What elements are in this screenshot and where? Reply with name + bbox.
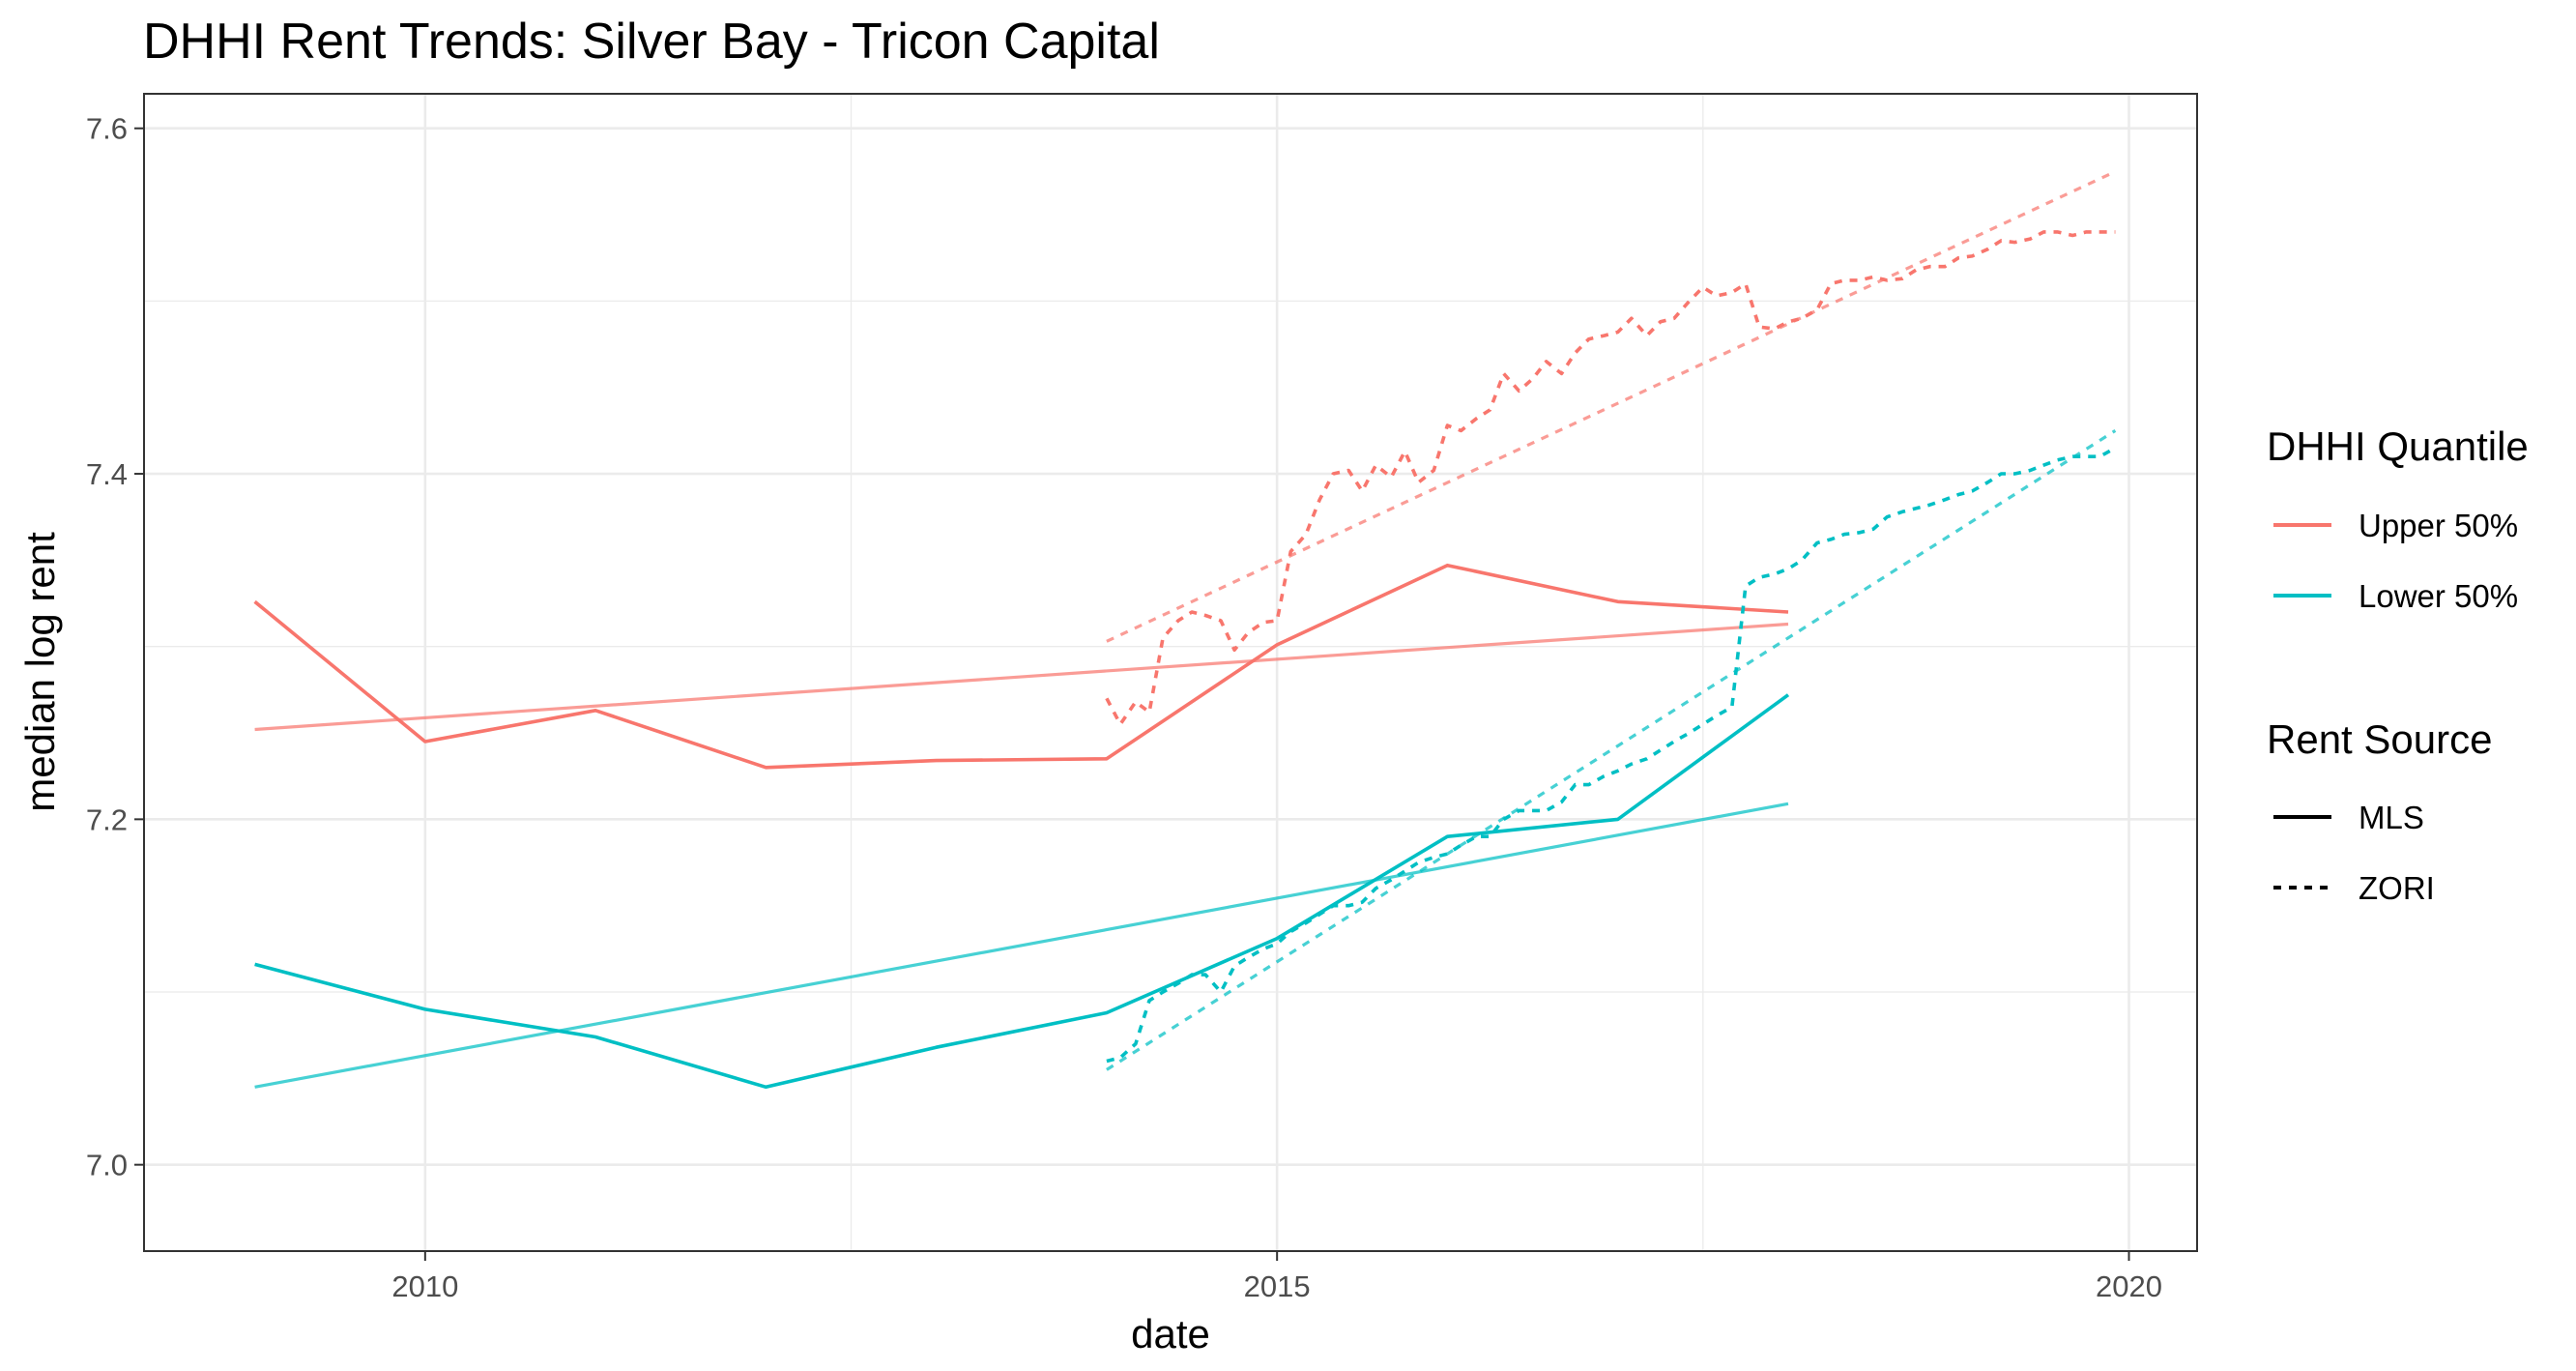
legend: DHHI Quantile Upper 50% Lower 50% Rent S…	[2267, 423, 2529, 906]
trend-line-lower-50-mls	[254, 802, 1789, 1089]
y-tick-label: 7.4	[86, 457, 128, 491]
trend-line-lower-50-zori	[1106, 429, 2117, 1071]
y-tick-label: 7.2	[86, 802, 128, 836]
y-tick-label: 7.6	[86, 112, 128, 146]
legend-title-quantile: DHHI Quantile	[2267, 423, 2529, 469]
x-axis-title: date	[1131, 1311, 1210, 1356]
trend-lines	[254, 169, 2117, 1089]
plot-border	[143, 93, 2198, 1252]
x-tick-label: 2015	[1244, 1269, 1311, 1303]
legend-label-zori: ZORI	[2359, 870, 2435, 906]
chart-title: DHHI Rent Trends: Silver Bay - Tricon Ca…	[143, 14, 1160, 70]
grid	[144, 94, 2197, 1251]
data-lines	[253, 230, 2117, 1090]
legend-label-upper: Upper 50%	[2359, 508, 2518, 543]
x-axis: 2010 2015 2020	[391, 1251, 2162, 1303]
plot-background	[144, 94, 2197, 1251]
x-tick-label: 2010	[391, 1269, 458, 1303]
series-line-lower-50-zori	[1106, 446, 2117, 1064]
legend-label-lower: Lower 50%	[2359, 578, 2518, 614]
x-tick-label: 2020	[2096, 1269, 2162, 1303]
y-tick-label: 7.0	[86, 1149, 128, 1182]
y-axis: 7.0 7.2 7.4 7.6	[86, 112, 144, 1182]
legend-title-source: Rent Source	[2267, 716, 2492, 762]
legend-label-mls: MLS	[2359, 800, 2424, 835]
trend-line-upper-50-mls	[254, 622, 1789, 732]
y-axis-title: median log rent	[17, 532, 63, 812]
series-line-lower-50-mls	[254, 693, 1790, 1090]
series-line-upper-50-mls	[253, 563, 1789, 770]
